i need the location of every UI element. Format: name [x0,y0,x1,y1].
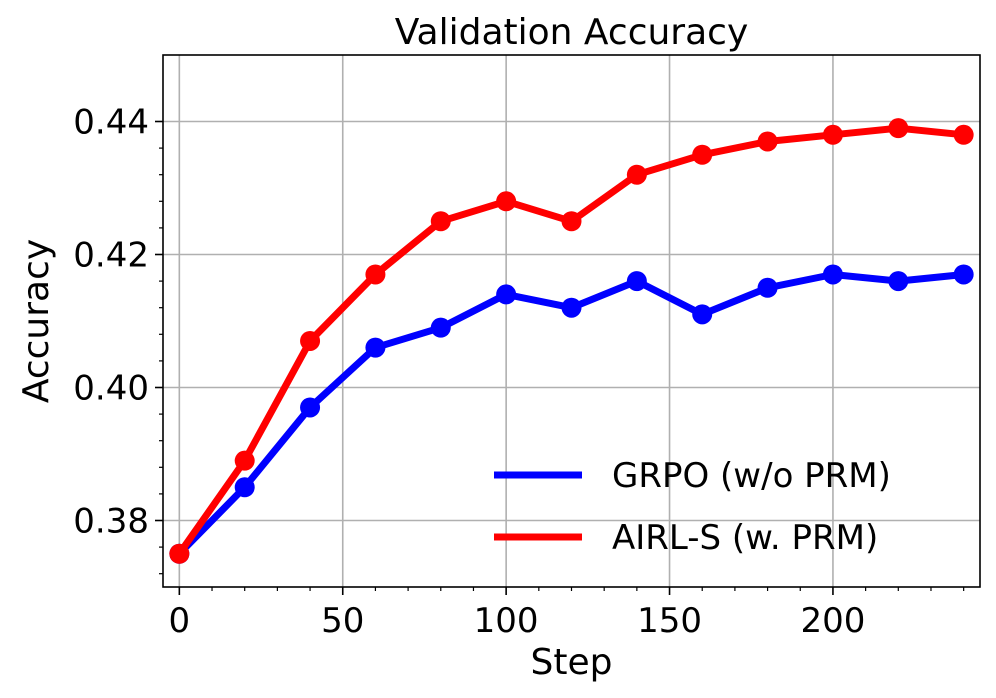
y-axis-label: Accuracy [16,239,57,403]
data-point [561,297,582,318]
data-point [365,264,386,285]
y-tick-label: 0.44 [73,103,149,143]
data-point [953,264,974,285]
data-point [822,264,843,285]
data-point [822,124,843,145]
chart-title: Validation Accuracy [395,12,749,53]
data-point [888,271,909,292]
data-point [496,284,517,305]
axis-ticks: 0 50 100 150 200 0.38 0.40 0.42 0.44 [73,103,965,641]
data-point [888,118,909,139]
data-point [757,277,778,298]
data-point [169,543,190,564]
y-tick-label: 0.38 [73,502,149,542]
x-tick-label: 50 [321,601,364,641]
data-point [234,450,255,471]
legend-label: AIRL-S (w. PRM) [612,518,878,558]
x-tick-label: 150 [637,601,702,641]
data-point [430,317,451,338]
legend-label: GRPO (w/o PRM) [612,456,891,496]
data-point [365,337,386,358]
data-point [757,131,778,152]
legend: GRPO (w/o PRM) AIRL-S (w. PRM) [494,456,891,558]
x-tick-label: 0 [169,601,191,641]
data-point [234,477,255,498]
data-point [626,271,647,292]
grid [163,55,980,587]
data-point [626,164,647,185]
data-point [561,211,582,232]
data-point [300,397,321,418]
y-tick-label: 0.42 [73,236,149,276]
data-point [692,304,713,325]
data-point [692,144,713,165]
x-tick-label: 200 [800,601,865,641]
series-layer [169,118,974,564]
data-point [953,124,974,145]
x-axis-label: Step [531,642,613,683]
data-point [300,330,321,351]
data-point [496,191,517,212]
data-point [430,211,451,232]
x-tick-label: 100 [474,601,539,641]
y-tick-label: 0.40 [73,369,149,409]
